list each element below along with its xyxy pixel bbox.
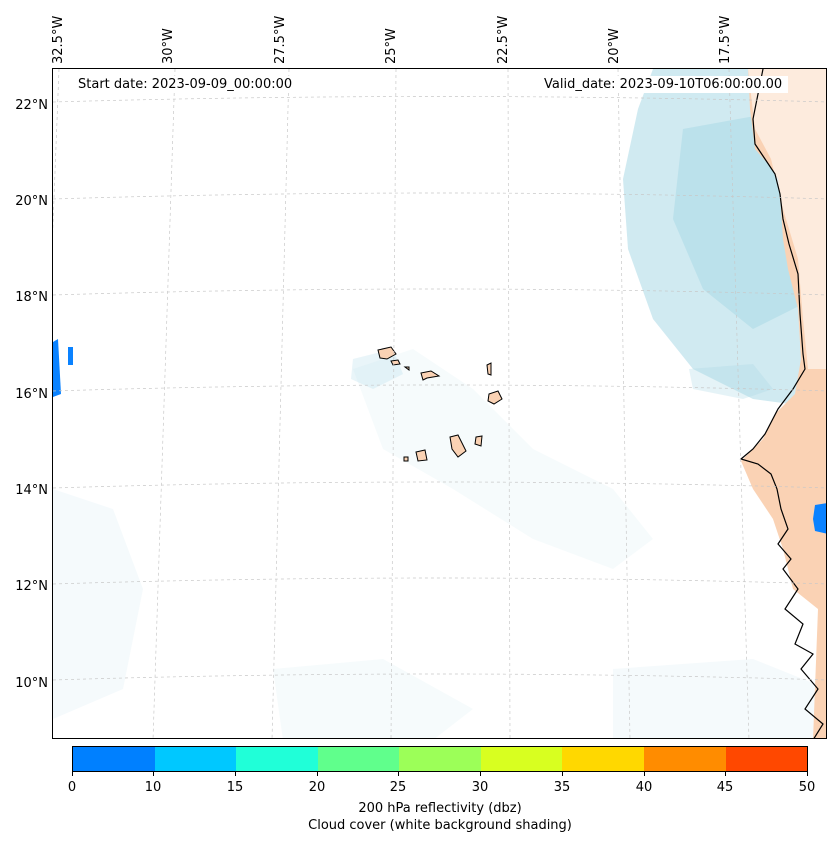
colorbar-tick-0 [72, 772, 73, 776]
colorbar-tick-label-30: 30 [471, 780, 489, 795]
colorbar-segment-35-40 [562, 747, 644, 771]
lat-label-20n: 20°N [15, 194, 48, 209]
gridline-lat-16n [53, 384, 826, 392]
start-date-label: Start date: 2023-09-09_00:00:00 [72, 76, 299, 93]
graticule [53, 69, 826, 738]
island-boa-vista [487, 390, 503, 405]
colorbar-tick-label-10: 10 [144, 780, 162, 795]
colorbar-tick-label-25: 25 [389, 780, 407, 795]
colorbar-tick-50 [807, 772, 808, 776]
colorbar-tick-30 [480, 772, 481, 776]
lon-label-22.5w: 22.5°W [496, 15, 511, 64]
reflectivity-layer [53, 339, 826, 534]
cloud-region-southeast [613, 659, 826, 738]
cloud-region-mid-east [689, 364, 773, 399]
gridline-lat-20n [53, 192, 826, 200]
colorbar-tick-label-50: 50 [798, 780, 816, 795]
colorbar-segment-30-35 [480, 747, 563, 771]
colorbar-segment-20-25 [317, 747, 400, 771]
lon-label-32.5w: 32.5°W [51, 15, 66, 64]
lon-label-17.5w: 17.5°W [718, 15, 733, 64]
lat-label-22n: 22°N [15, 98, 48, 113]
island-sao-nicolau [420, 370, 441, 381]
reflectivity-cell-east [813, 503, 826, 534]
colorbar-tick-label-0: 0 [67, 780, 77, 795]
colorbar-segment-10-15 [154, 747, 237, 771]
colorbar-tick-10 [153, 772, 154, 776]
colorbar-segment-25-30 [399, 747, 481, 771]
colorbar-tick-label-20: 20 [308, 780, 326, 795]
lat-label-10n: 10°N [15, 676, 48, 691]
gridline-lat-12n [53, 577, 826, 585]
colorbar-title: 200 hPa reflectivity (dbz) [358, 801, 522, 816]
island-sal [486, 362, 492, 376]
colorbar-tick-20 [317, 772, 318, 776]
lon-label-25w: 25°W [384, 28, 399, 64]
gridline-lat-14n [53, 481, 826, 489]
gridline-lat-10n [53, 673, 826, 681]
island-sao-vicente [390, 359, 401, 366]
lat-label-18n: 18°N [15, 290, 48, 305]
island-santa-luzia [403, 366, 410, 371]
map-canvas [53, 69, 826, 738]
lon-label-30w: 30°W [161, 28, 176, 64]
cloud-region-center [353, 349, 653, 569]
lat-label-16n: 16°N [15, 387, 48, 402]
colorbar-tick-15 [235, 772, 236, 776]
colorbar-tick-label-35: 35 [553, 780, 571, 795]
colorbar-tick-25 [398, 772, 399, 776]
reflectivity-cell-west [53, 339, 61, 397]
cloud-region-south [273, 659, 473, 738]
reflectivity-cell-west-small [68, 347, 73, 365]
gridline-lon-27.5w [271, 69, 290, 738]
cloud-cover-layer [53, 69, 826, 738]
lon-label-27.5w: 27.5°W [273, 15, 288, 64]
island-santiago [449, 434, 467, 458]
cape-verde-islands [377, 346, 503, 462]
africa-cloud-overlay [748, 69, 826, 369]
colorbar-segment-45-50 [725, 747, 808, 771]
colorbar-tick-label-40: 40 [635, 780, 653, 795]
lat-label-12n: 12°N [15, 579, 48, 594]
gridline-lon-22.5w [507, 69, 511, 738]
gridline-lon-30w [152, 69, 176, 738]
island-maio [474, 435, 483, 447]
colorbar-tick-label-15: 15 [226, 780, 244, 795]
gridline-lon-17.5w [728, 69, 750, 738]
lat-label-14n: 14°N [15, 483, 48, 498]
colorbar-tick-label-45: 45 [716, 780, 734, 795]
africa-coastline [739, 69, 824, 738]
colorbar-segment-0-10 [73, 747, 155, 771]
gridline-lat-18n [53, 288, 826, 296]
colorbar-tick-45 [725, 772, 726, 776]
valid-date-label: Valid_date: 2023-09-10T06:00:00.00 [538, 76, 789, 93]
map-panel [52, 68, 827, 739]
colorbar-tick-40 [644, 772, 645, 776]
island-fogo [415, 449, 428, 462]
colorbar [72, 746, 808, 772]
gridline-lat-22n [53, 96, 826, 103]
colorbar-segment-40-45 [643, 747, 726, 771]
island-santo-antao [377, 346, 397, 360]
island-brava [403, 456, 409, 462]
cloud-region-cape-verde [351, 349, 403, 389]
lon-label-20w: 20°W [607, 28, 622, 64]
gridline-lon-20w [617, 69, 631, 738]
gridline-lon-25w [390, 69, 397, 738]
cloud-region-west [53, 489, 143, 719]
colorbar-tick-35 [562, 772, 563, 776]
colorbar-segment-15-20 [236, 747, 318, 771]
colorbar-subtitle: Cloud cover (white background shading) [308, 818, 572, 833]
